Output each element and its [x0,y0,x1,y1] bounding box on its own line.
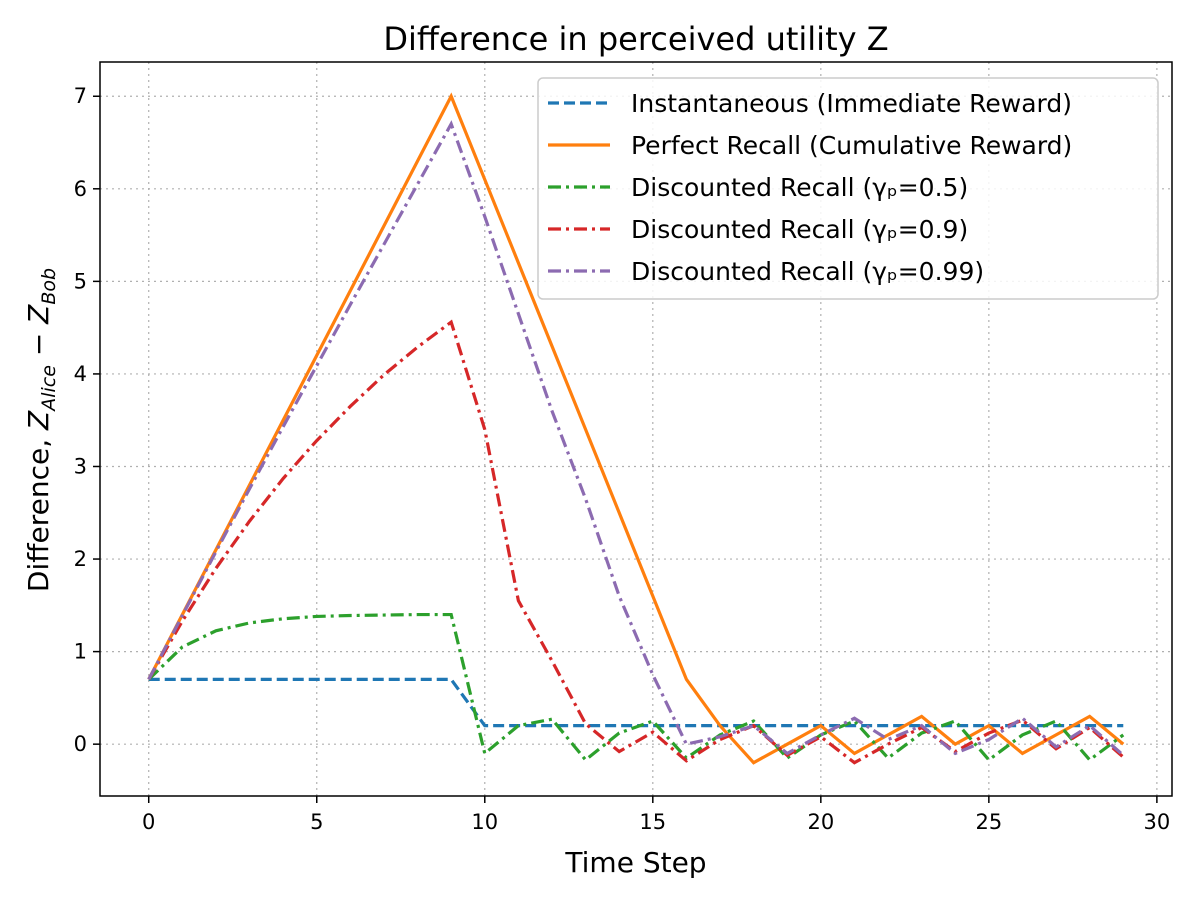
y-axis-title-minus: − [22,324,55,365]
legend-label-2: Perfect Recall (Cumulative Reward) [631,131,1072,160]
legend-label-4: Discounted Recall (γₚ=0.9) [631,215,968,244]
y-tick-label: 3 [74,454,87,478]
legend-label-1: Instantaneous (Immediate Reward) [631,89,1072,118]
series-line-4 [147,319,1125,765]
y-axis-title-z2: Z [22,304,55,325]
x-axis-ticks: 0 5 10 15 20 25 30 [142,796,1170,834]
series-line-5 [147,120,1125,757]
y-axis-title-prefix: Difference, [22,430,55,592]
x-tick-label: 15 [639,810,666,834]
y-axis-ticks: 0 1 2 3 4 5 6 7 [74,84,100,756]
y-axis-title: Difference, ZAlice − ZBob [22,268,60,592]
plot-frame [99,61,1173,797]
series-line-1 [148,677,1124,728]
series-lines [147,92,1125,765]
x-tick-label: 20 [807,810,834,834]
legend-label-5: Discounted Recall (γₚ=0.99) [631,257,984,286]
x-tick-label: 0 [142,810,155,834]
chart-title: Difference in perceived utility Z [383,20,888,58]
y-axis-title-sub1: Alice [38,365,60,413]
y-tick-label: 7 [74,84,87,108]
legend-label-3: Discounted Recall (γₚ=0.5) [631,173,968,202]
y-tick-label: 6 [74,177,87,201]
y-tick-label: 4 [74,362,87,386]
series-line-3 [147,612,1125,763]
legend-box [537,77,1159,300]
legend: Instantaneous (Immediate Reward) Perfect … [537,77,1159,300]
y-tick-label: 2 [74,547,87,571]
y-axis-title-sub2: Bob [38,268,60,305]
x-tick-label: 10 [471,810,498,834]
y-tick-label: 5 [74,269,87,293]
y-axis-title-z1: Z [22,410,55,431]
y-tick-label: 1 [74,640,87,664]
x-tick-label: 30 [1144,810,1171,834]
x-tick-label: 25 [975,810,1002,834]
x-tick-label: 5 [310,810,323,834]
x-axis-title: Time Step [564,846,706,879]
series-line-2 [147,92,1125,765]
y-tick-label: 0 [74,732,87,756]
